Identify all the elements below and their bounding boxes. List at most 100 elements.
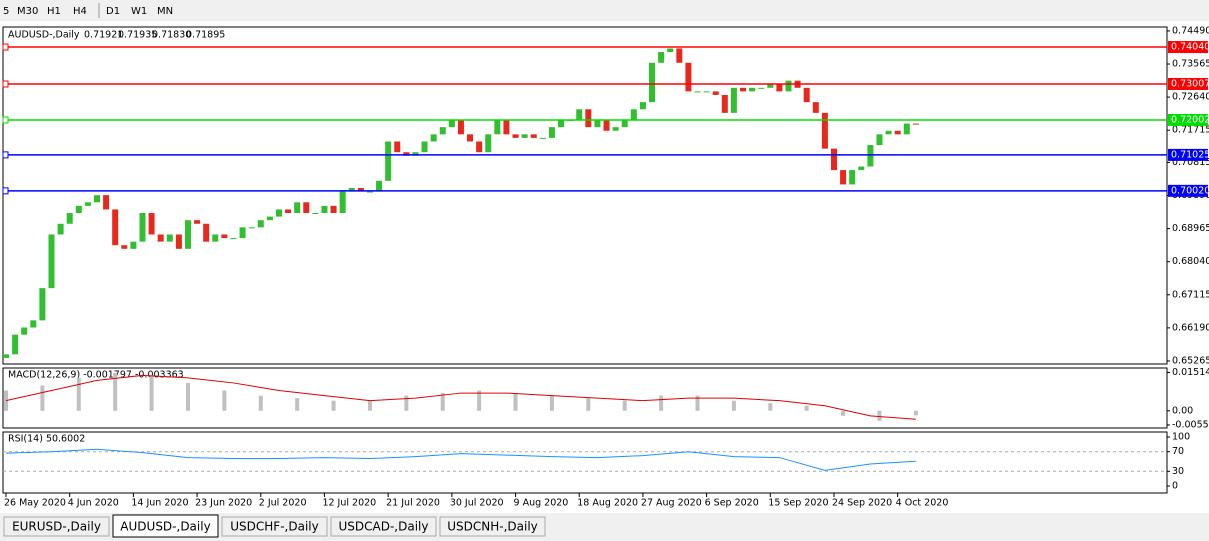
y-tick-label: 30 xyxy=(1172,466,1184,477)
candle xyxy=(457,120,464,135)
level-label-box xyxy=(1168,148,1208,161)
chart-title: AUDUSD-,Daily xyxy=(8,30,80,41)
macd-bar xyxy=(695,395,700,411)
candle xyxy=(12,334,19,355)
x-tick-label: 9 Aug 2020 xyxy=(514,498,569,509)
candle xyxy=(248,227,255,229)
candle xyxy=(403,152,410,156)
candle xyxy=(103,195,110,210)
candle xyxy=(112,209,119,246)
candle xyxy=(330,205,337,214)
y-tick-label: 100 xyxy=(1172,431,1190,442)
candle xyxy=(703,91,710,93)
y-tick-label: 0.73565 xyxy=(1172,59,1209,70)
y-tick-label: 0 xyxy=(1172,480,1178,491)
macd-bar xyxy=(440,393,445,411)
candle xyxy=(912,123,919,125)
y-tick-label: 0.68965 xyxy=(1172,223,1209,234)
candle xyxy=(84,202,91,206)
y-tick-label: -0.005595 xyxy=(1172,419,1209,430)
candle xyxy=(3,354,10,358)
toolbar xyxy=(0,0,1209,21)
candle xyxy=(57,223,64,235)
x-tick-label: 12 Jul 2020 xyxy=(322,498,376,509)
candle xyxy=(503,120,510,135)
y-tick-label: 0.65265 xyxy=(1172,355,1209,366)
level-label: 0.70020 xyxy=(1171,185,1209,196)
candle xyxy=(749,87,756,92)
level-handle xyxy=(2,80,9,88)
tab-label[interactable]: USDCAD-,Daily xyxy=(339,520,429,534)
tab-label[interactable]: AUDUSD-,Daily xyxy=(120,520,210,534)
candle xyxy=(30,320,37,328)
candle xyxy=(412,152,419,156)
candle xyxy=(212,234,219,242)
candle xyxy=(867,145,874,167)
macd-bar xyxy=(404,395,409,411)
level-label-box xyxy=(1168,184,1208,197)
tab-label[interactable]: USDCNH-,Daily xyxy=(447,520,538,534)
tab[interactable] xyxy=(221,516,328,537)
macd-bar xyxy=(804,405,809,411)
timeframe-button[interactable]: D1 xyxy=(106,6,120,17)
tab[interactable] xyxy=(3,516,110,537)
timeframe-button[interactable]: W1 xyxy=(131,6,147,17)
candle xyxy=(685,62,692,92)
y-tick-label: 70 xyxy=(1172,446,1184,457)
candle xyxy=(339,191,346,214)
candle xyxy=(576,109,583,121)
candle xyxy=(812,102,819,113)
macd-bar xyxy=(622,400,627,411)
level-handle xyxy=(2,151,9,159)
timeframe-button[interactable]: M30 xyxy=(17,6,38,17)
x-tick-label: 6 Sep 2020 xyxy=(705,498,759,509)
timeframe-button[interactable]: H1 xyxy=(47,6,61,17)
x-tick-label: 27 Aug 2020 xyxy=(641,498,702,509)
macd-bar xyxy=(841,410,846,416)
candle xyxy=(658,52,665,63)
candle xyxy=(712,91,719,95)
candle xyxy=(448,120,455,128)
macd-title: MACD(12,26,9) -0.001797 -0.003363 xyxy=(8,370,184,381)
rsi-title: RSI(14) 50.6002 xyxy=(8,434,85,445)
x-tick-label: 24 Sep 2020 xyxy=(832,498,892,509)
candle xyxy=(93,195,100,203)
timeframe-button[interactable]: 5 xyxy=(3,6,9,17)
candle xyxy=(894,130,901,135)
candle xyxy=(803,87,810,103)
candle xyxy=(849,170,856,185)
candle xyxy=(485,134,492,153)
candle xyxy=(785,80,792,92)
candle xyxy=(75,205,82,214)
y-tick-label: 0.70815 xyxy=(1172,157,1209,168)
tab-label[interactable]: EURUSD-,Daily xyxy=(12,520,101,534)
candle xyxy=(903,123,910,135)
candle xyxy=(512,134,519,138)
x-tick-label: 18 Aug 2020 xyxy=(577,498,638,509)
candle xyxy=(830,148,837,171)
candle xyxy=(321,205,328,214)
x-tick-label: 30 Jul 2020 xyxy=(450,498,504,509)
candle xyxy=(649,62,656,103)
tab[interactable] xyxy=(439,516,546,537)
candle xyxy=(385,141,392,181)
macd-signal xyxy=(5,374,916,420)
candle xyxy=(467,134,474,142)
macd-bar xyxy=(295,398,300,411)
candle xyxy=(157,234,164,242)
tab-label[interactable]: USDCHF-,Daily xyxy=(230,520,318,534)
candle xyxy=(357,187,364,192)
candle xyxy=(194,220,201,224)
macd-bar xyxy=(877,410,882,421)
tab[interactable] xyxy=(330,516,437,537)
tab[interactable] xyxy=(112,514,219,538)
candle xyxy=(230,238,237,240)
level-label: 0.72002 xyxy=(1171,114,1209,125)
macd-bar xyxy=(768,403,773,411)
x-tick-label: 23 Jun 2020 xyxy=(195,498,252,509)
candle xyxy=(630,109,637,121)
candle xyxy=(585,109,592,128)
timeframe-button[interactable]: MN xyxy=(157,6,173,17)
macd-bar xyxy=(659,395,664,411)
timeframe-button[interactable]: H4 xyxy=(73,6,87,17)
